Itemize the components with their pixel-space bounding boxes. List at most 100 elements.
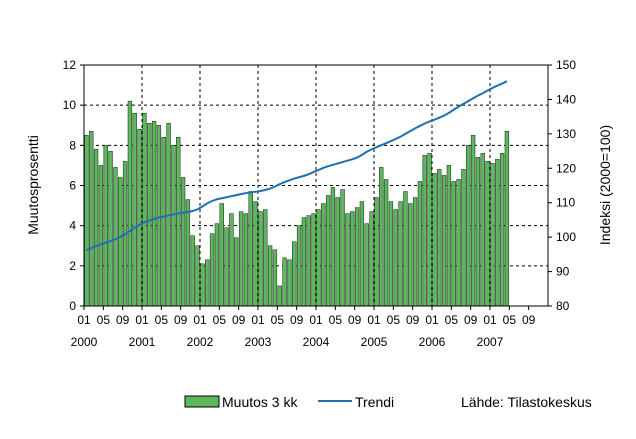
bar [267, 245, 273, 307]
x-month-label: 05 [155, 313, 169, 327]
left-axis-title: Muutosprosentti [25, 135, 41, 235]
bar [466, 145, 471, 307]
bar [209, 233, 215, 307]
bar [98, 165, 104, 307]
x-year-label: 2004 [303, 335, 330, 349]
bar [219, 203, 224, 307]
bar [364, 223, 369, 307]
bar [311, 213, 316, 307]
bar [412, 197, 418, 307]
bar [499, 153, 505, 307]
bar [417, 181, 423, 307]
left-tick-label: 2 [69, 259, 76, 273]
bar [374, 197, 379, 307]
left-tick-label: 6 [69, 179, 76, 193]
trend-line-group [86, 80, 508, 252]
bar [490, 163, 495, 307]
right-tick-label: 80 [556, 299, 570, 313]
bar [185, 199, 191, 307]
x-month-label: 05 [503, 313, 517, 327]
bar [272, 249, 278, 307]
x-month-label: 05 [97, 313, 111, 327]
bar [325, 195, 331, 307]
bar [263, 209, 268, 307]
right-axis-title: Indeksi (2000=100) [597, 125, 613, 245]
bar [224, 227, 229, 307]
bar [408, 203, 413, 307]
right-tick-label: 100 [556, 230, 576, 244]
bar [456, 179, 461, 307]
bar [427, 153, 432, 307]
bar [451, 181, 456, 307]
x-month-label: 05 [271, 313, 285, 327]
bar [388, 201, 394, 307]
legend-bar-swatch [184, 395, 220, 408]
legend-line-label: Trendi [355, 394, 394, 410]
bar [234, 237, 239, 307]
bar [195, 245, 200, 307]
x-month-label: 09 [174, 313, 188, 327]
x-year-label: 2000 [71, 335, 98, 349]
bar [306, 215, 311, 307]
bar [137, 129, 142, 307]
bar [118, 177, 123, 307]
bar [461, 169, 466, 307]
bar [93, 149, 99, 307]
x-month-label: 01 [77, 313, 91, 327]
x-year-label: 2001 [129, 335, 156, 349]
bar [200, 263, 205, 307]
bar [161, 137, 166, 307]
bar [398, 201, 403, 307]
bar [132, 112, 137, 307]
bar [292, 241, 297, 307]
bar [142, 112, 147, 307]
bar [277, 285, 282, 307]
x-year-label: 2005 [361, 335, 388, 349]
x-month-label: 09 [464, 313, 478, 327]
bar [340, 189, 345, 307]
left-tick-label: 12 [63, 58, 77, 72]
bar [89, 131, 94, 307]
bar [103, 145, 108, 307]
bar [369, 211, 374, 307]
bar [282, 257, 287, 307]
x-month-label: 05 [213, 313, 227, 327]
x-month-label: 01 [135, 313, 149, 327]
bar [171, 145, 176, 307]
bar [330, 187, 336, 307]
right-tick-label: 110 [556, 196, 575, 210]
bar [470, 135, 476, 307]
trend-line [86, 80, 508, 252]
bar [147, 122, 152, 307]
left-tick-label: 0 [69, 299, 76, 313]
x-month-label: 01 [425, 313, 439, 327]
left-tick-label: 8 [69, 138, 76, 152]
x-month-label: 01 [309, 313, 323, 327]
bar [485, 161, 490, 307]
x-month-label: 09 [522, 313, 536, 327]
bar [84, 135, 89, 307]
right-y-ticks: 80 90 100 110 120 130 140 150 [548, 58, 576, 313]
bar [248, 191, 253, 307]
bar [296, 225, 302, 307]
x-month-label: 09 [116, 313, 130, 327]
right-tick-label: 140 [556, 92, 576, 106]
x-month-label: 01 [483, 313, 497, 327]
x-ticks: 01 05 09 01 05 09 01 05 09 01 05 09 01 05 09 01 05 09 01 05… [71, 306, 536, 349]
x-month-label: 09 [406, 313, 420, 327]
right-tick-label: 150 [556, 58, 576, 72]
bar [441, 175, 447, 307]
bar [229, 213, 234, 307]
bar [108, 151, 113, 307]
bar [113, 167, 118, 307]
bar [127, 100, 133, 307]
bar [446, 165, 452, 307]
bar [287, 259, 292, 307]
x-month-label: 01 [367, 313, 381, 327]
x-year-label: 2007 [477, 335, 504, 349]
bar [354, 207, 360, 307]
x-month-label: 05 [445, 313, 459, 327]
bar [190, 235, 195, 307]
gridlines [84, 65, 548, 306]
left-tick-label: 10 [63, 98, 77, 112]
